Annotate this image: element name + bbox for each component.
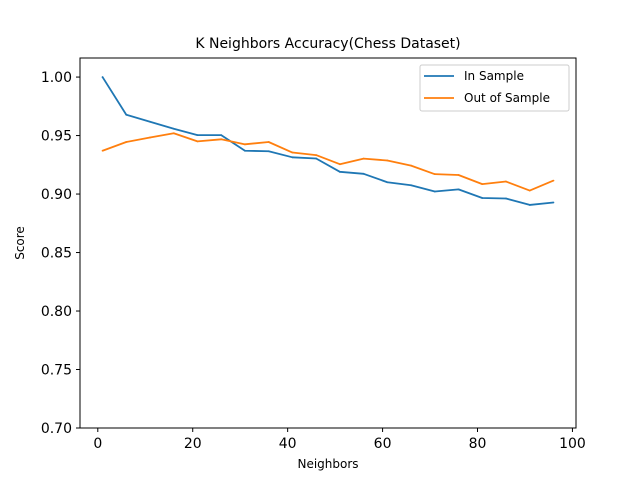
x-axis-label: Neighbors [297,457,358,471]
data-point-in-sample [505,197,507,200]
legend-label-in-sample: In Sample [464,69,524,83]
data-point-in-sample [552,201,555,204]
data-point-in-sample [433,190,436,193]
data-point-out-of-sample [220,138,223,141]
x-tick-label: 40 [279,436,297,452]
y-tick-label: 0.90 [41,187,72,203]
y-tick-label: 0.80 [41,304,72,320]
data-point-out-of-sample [410,164,412,167]
data-point-out-of-sample [552,179,555,182]
data-point-out-of-sample [291,151,294,154]
legend-box [419,64,570,112]
data-point-in-sample [338,170,341,173]
data-point-in-sample [528,204,531,206]
data-point-in-sample [101,76,104,78]
data-point-out-of-sample [172,132,175,135]
data-point-out-of-sample [125,141,128,143]
series-line-out-of-sample [102,132,554,192]
y-tick-label: 1.00 [41,70,72,86]
data-point-in-sample [481,197,484,199]
x-tick-label: 100 [559,436,586,452]
series-layer [101,76,555,206]
y-tick-label: 0.75 [41,363,72,379]
data-point-out-of-sample [433,173,436,176]
x-tick-label: 0 [93,436,102,452]
data-point-out-of-sample [101,149,104,152]
series-line-in-sample [101,76,554,206]
data-point-out-of-sample [528,189,531,192]
data-point-in-sample [172,127,175,130]
x-axis-ticks: 0 20 40 60 80 100 [93,428,586,452]
x-tick-label: 60 [374,436,392,452]
y-tick-label: 0.95 [41,129,72,145]
plot-frame [79,57,577,429]
data-point-out-of-sample [196,140,199,143]
y-tick-label: 0.85 [41,246,72,262]
data-point-out-of-sample [481,183,484,186]
data-point-in-sample [125,113,128,116]
legend-label-out-of-sample: Out of Sample [464,91,550,105]
x-tick-label: 80 [469,436,487,452]
data-point-out-of-sample [338,163,341,166]
data-point-in-sample [220,134,223,136]
x-tick-label: 20 [184,436,202,452]
legend: In Sample Out of Sample [419,64,570,112]
data-point-in-sample [291,156,294,159]
data-point-out-of-sample [149,136,151,139]
data-point-out-of-sample [386,159,389,162]
data-point-out-of-sample [315,154,318,156]
data-point-in-sample [149,120,151,123]
data-point-in-sample [315,157,318,160]
data-point-out-of-sample [362,157,365,160]
data-point-out-of-sample [267,141,270,143]
y-tick-label: 0.70 [41,421,72,437]
data-point-in-sample [267,150,270,153]
chart-title: K Neighbors Accuracy(Chess Dataset) [195,36,460,52]
y-axis-label: Score [13,226,27,260]
y-axis-ticks: 0.70 0.75 0.80 0.85 0.90 0.95 1.00 [41,70,80,437]
data-point-in-sample [457,188,460,191]
data-point-in-sample [386,181,389,184]
data-point-in-sample [244,149,246,152]
data-point-in-sample [362,172,365,175]
data-point-out-of-sample [244,143,246,146]
data-point-in-sample [410,184,412,187]
data-point-out-of-sample [505,180,507,183]
data-point-in-sample [196,134,199,136]
data-point-out-of-sample [457,174,460,176]
